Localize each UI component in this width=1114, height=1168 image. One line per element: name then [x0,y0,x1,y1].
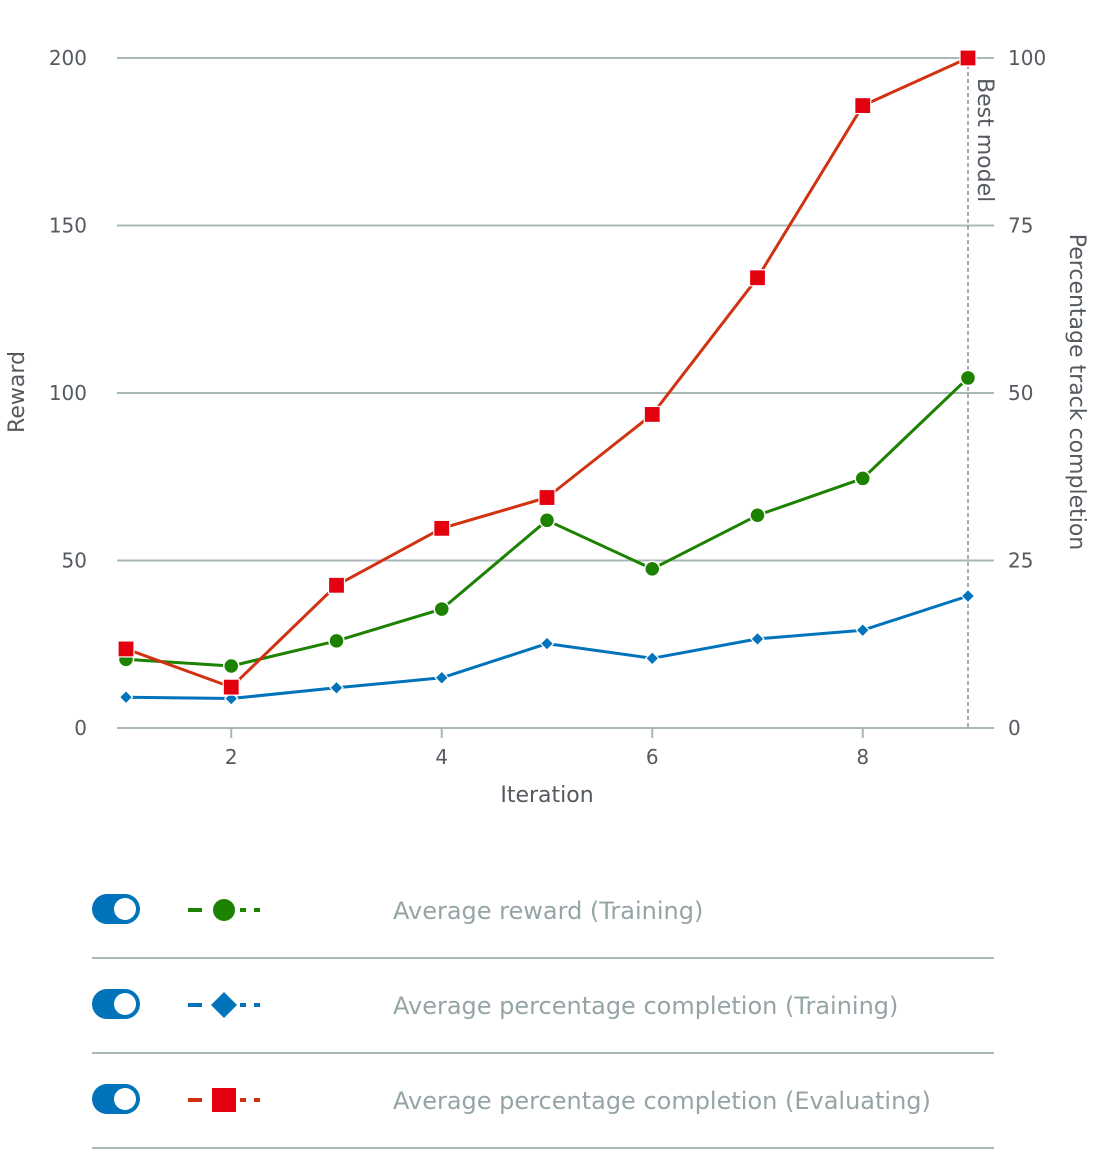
series-toggle-switch[interactable] [92,989,140,1019]
data-point-diamond [960,588,976,604]
legend-item-label: Average reward (Training) [393,897,704,925]
gridlines [117,57,994,729]
data-point-circle [223,657,240,675]
series-toggle-switch[interactable] [92,1084,140,1114]
series-square-group [117,49,977,696]
diamond-icon [188,992,260,1018]
annotations: Best model [967,58,997,728]
data-point-circle [854,470,871,487]
y-left-tick-label: 200 [49,46,87,70]
x-tick-label: 4 [435,745,448,769]
data-point-square [327,576,346,594]
series-toggle-switch[interactable] [92,894,140,924]
y-right-tick-label: 0 [1008,716,1021,740]
series [117,49,977,706]
best-model-label: Best model [972,78,997,202]
data-point-square [538,488,556,507]
y-axis-left-title: Reward [5,351,30,433]
data-point-square [748,269,767,287]
axes: 0 50 100 150 200 0 25 50 75 100 2 4 6 8 [49,46,1046,769]
legend-item-average-reward-training: Average reward (Training) [92,864,994,959]
data-point-square [643,405,661,424]
data-point-circle [433,600,450,618]
x-tick-label: 2 [225,745,238,769]
toggle-knob [114,898,136,920]
data-point-square [222,678,240,696]
legend-item-label: Average percentage completion (Evaluatin… [393,1087,931,1115]
data-point-diamond [855,622,871,638]
data-point-square [854,96,872,115]
data-point-square [959,49,977,67]
data-point-square [433,519,451,537]
data-point-square [117,640,135,658]
legend-item-average-percentage-completion-training: Average percentage completion (Training) [92,959,994,1054]
toggle-knob [114,993,136,1015]
data-point-diamond [329,680,344,696]
x-tick-label: 6 [646,745,659,769]
data-point-diamond [539,636,555,651]
y-right-tick-label: 100 [1008,46,1046,70]
y-left-tick-label: 150 [49,214,87,238]
y-right-tick-label: 50 [1008,381,1033,405]
y-left-tick-label: 0 [74,716,87,740]
data-point-diamond [434,670,450,686]
x-tick-label: 8 [856,745,869,769]
y-left-tick-label: 50 [62,549,87,573]
toggle-knob [114,1088,136,1110]
series-circle-group [117,369,977,675]
data-point-circle [959,369,977,387]
y-left-tick-label: 100 [49,381,87,405]
chart-legend: Average reward (Training) Average percen… [92,864,994,1149]
series-line [125,56,969,689]
data-point-diamond [118,689,134,705]
legend-item-average-percentage-completion-evaluating: Average percentage completion (Evaluatin… [92,1054,994,1149]
data-point-diamond [750,631,765,647]
x-axis-title: Iteration [500,783,593,808]
y-right-tick-label: 75 [1008,214,1033,238]
series-diamond-group [118,588,976,706]
data-point-circle [749,507,766,524]
data-point-diamond [644,650,660,666]
training-progress-chart: 0 50 100 150 200 0 25 50 75 100 2 4 6 8 Best model It… [5,46,1089,808]
square-icon [188,1087,260,1113]
data-point-circle [328,632,345,650]
legend-item-label: Average percentage completion (Training) [393,992,899,1020]
data-point-circle [644,560,661,578]
circle-icon [188,898,260,922]
data-point-circle [538,512,556,529]
y-right-tick-label: 25 [1008,549,1033,573]
y-axis-right-title: Percentage track completion [1064,234,1089,550]
